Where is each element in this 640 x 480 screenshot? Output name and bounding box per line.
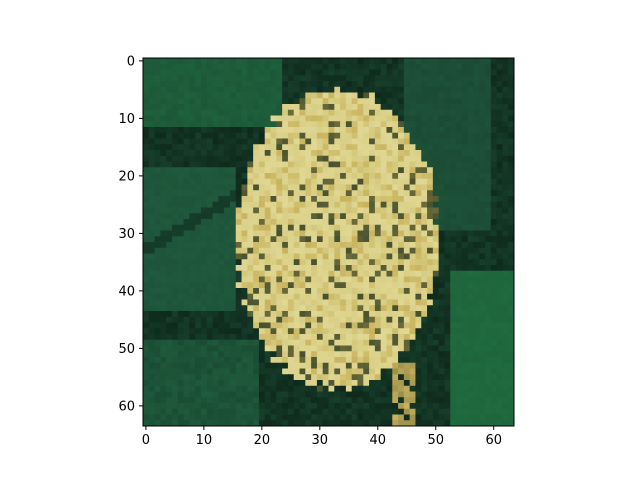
- x-tick-label: 10: [196, 433, 213, 448]
- y-tick-label: 60: [118, 399, 135, 414]
- y-tick-label: 20: [118, 169, 135, 184]
- x-tick-label: 50: [427, 433, 444, 448]
- y-tick-label: 0: [127, 54, 135, 69]
- y-tick-label: 10: [118, 112, 135, 127]
- x-tick-label: 40: [370, 433, 387, 448]
- x-tick-label: 60: [485, 433, 502, 448]
- x-tick-label: 30: [312, 433, 329, 448]
- x-tick-label: 20: [254, 433, 271, 448]
- image-plot: [143, 58, 514, 426]
- flower-image: [143, 58, 514, 426]
- y-tick-label: 40: [118, 284, 135, 299]
- y-tick-label: 50: [118, 342, 135, 357]
- x-tick-label: 0: [142, 433, 150, 448]
- y-axis-ticks: 0 10 20 30 40 50 60: [118, 54, 143, 414]
- x-axis-ticks: 0 10 20 30 40 50 60: [142, 426, 502, 448]
- y-tick-label: 30: [118, 227, 135, 242]
- axes-frame: [142, 57, 515, 427]
